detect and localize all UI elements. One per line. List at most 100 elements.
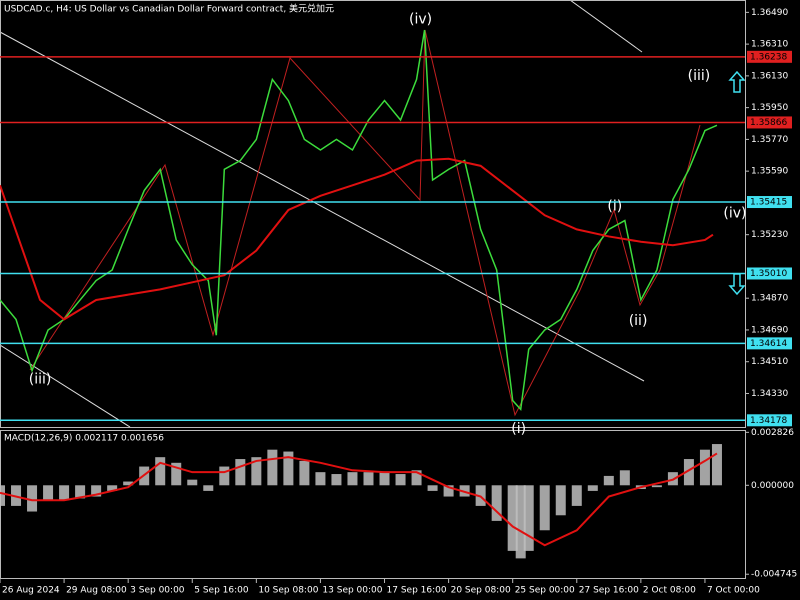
wave-label: (i) <box>511 421 526 437</box>
x-tick-label: 10 Sep 08:00 <box>258 586 318 596</box>
y-tick-label: 1.34510 <box>751 357 788 367</box>
y-tick-label: 1.36130 <box>751 71 788 81</box>
macd-bar <box>0 485 5 506</box>
y-tick-label: 1.35590 <box>751 167 788 177</box>
macd-bar <box>427 485 438 491</box>
macd-bar <box>603 475 614 486</box>
x-tick-label: 25 Sep 00:00 <box>515 586 575 596</box>
macd-bar <box>267 449 278 486</box>
wave-label: (iii) <box>29 371 52 387</box>
y-tick-label: 1.35230 <box>751 230 788 240</box>
plot-frame <box>0 0 746 428</box>
chart-title: USDCAD.c, H4: US Dollar vs Canadian Doll… <box>4 3 334 15</box>
x-tick-label: 27 Sep 16:00 <box>579 586 639 596</box>
macd-bar <box>299 460 310 486</box>
macd-bar <box>555 485 566 516</box>
macd-bar <box>363 472 374 486</box>
y-tick-label: 1.35950 <box>751 103 788 113</box>
level-label: 1.35866 <box>750 118 787 128</box>
macd-bar <box>379 472 390 486</box>
level-label: 1.36238 <box>750 52 787 62</box>
macd-bar <box>27 485 38 512</box>
macd-bar <box>699 449 710 486</box>
macd-bar <box>395 474 406 486</box>
wave-zigzag <box>29 29 701 417</box>
macd-bar <box>43 485 54 501</box>
level-tag <box>747 196 792 209</box>
macd-bar <box>251 457 262 486</box>
wave-label: (iv) <box>723 206 746 222</box>
macd-bar <box>171 462 182 486</box>
x-tick-label: 29 Aug 08:00 <box>66 586 127 596</box>
macd-bar <box>507 485 518 551</box>
macd-bar <box>203 485 214 491</box>
y-tick-label: 0.002826 <box>751 428 794 438</box>
macd-bar <box>515 485 526 559</box>
x-tick-label: 20 Sep 08:00 <box>451 586 511 596</box>
x-tick-label: 26 Aug 2024 <box>2 586 60 596</box>
channel-line <box>569 0 643 53</box>
x-tick-label: 7 Oct 00:00 <box>707 586 760 596</box>
macd-bar <box>683 459 694 486</box>
series-line <box>0 29 718 412</box>
y-tick-label: 1.34690 <box>751 325 788 335</box>
channel-line <box>0 31 645 382</box>
y-tick-label: 1.34870 <box>751 294 788 304</box>
series-line <box>0 157 714 321</box>
wave-label: (iv) <box>409 11 432 27</box>
macd-bar <box>123 481 134 486</box>
series-line <box>0 452 718 547</box>
x-tick-label: 2 Oct 08:00 <box>643 586 696 596</box>
macd-bar <box>347 472 358 486</box>
macd-bar <box>711 444 722 486</box>
macd-bar <box>155 457 166 486</box>
macd-bar <box>523 485 534 551</box>
y-tick-label: -0.004745 <box>751 570 797 580</box>
macd-bar <box>235 459 246 486</box>
macd-bar <box>91 485 102 497</box>
wave-label: (i) <box>607 198 622 214</box>
x-tick-label: 13 Sep 00:00 <box>322 586 382 596</box>
macd-bar <box>443 485 454 497</box>
macd-bar <box>283 451 294 486</box>
y-tick-label: 1.34330 <box>751 389 788 399</box>
y-tick-label: 1.35770 <box>751 135 788 145</box>
channel-line <box>0 344 131 428</box>
macd-bar <box>219 466 230 486</box>
macd-bar <box>315 472 326 486</box>
level-tag <box>747 337 792 350</box>
level-label: 1.35415 <box>750 198 787 208</box>
macd-bar <box>651 485 662 488</box>
x-tick-label: 5 Sep 16:00 <box>194 586 249 596</box>
macd-bar <box>75 485 86 499</box>
y-tick-label: 1.36310 <box>751 40 788 50</box>
macd-bar <box>571 485 582 506</box>
level-tag <box>747 50 792 63</box>
macd-bar <box>491 485 502 521</box>
macd-bar <box>587 485 598 491</box>
level-label: 1.34614 <box>750 339 787 349</box>
arrow-up <box>728 70 746 93</box>
level-tag <box>747 414 792 427</box>
x-tick-label: 17 Sep 16:00 <box>387 586 447 596</box>
wave-label: (ii) <box>629 313 648 329</box>
macd-bar <box>411 470 422 486</box>
y-tick-label: 0.000000 <box>751 481 794 491</box>
macd-bar <box>619 470 630 486</box>
x-tick-label: 3 Sep 00:00 <box>130 586 185 596</box>
wave-label: (iii) <box>688 68 711 84</box>
macd-bar <box>539 485 550 531</box>
macd-bar <box>107 485 118 491</box>
level-label: 1.34178 <box>750 416 787 426</box>
macd-bar <box>187 479 198 486</box>
macd-title: MACD(12,26,9) 0.002117 0.001656 <box>4 434 164 444</box>
y-tick-label: 1.36490 <box>751 8 788 18</box>
level-label: 1.35010 <box>750 269 787 279</box>
macd-bar <box>59 485 70 501</box>
level-tag <box>747 267 792 280</box>
level-tag <box>747 116 792 129</box>
macd-bar <box>331 474 342 486</box>
